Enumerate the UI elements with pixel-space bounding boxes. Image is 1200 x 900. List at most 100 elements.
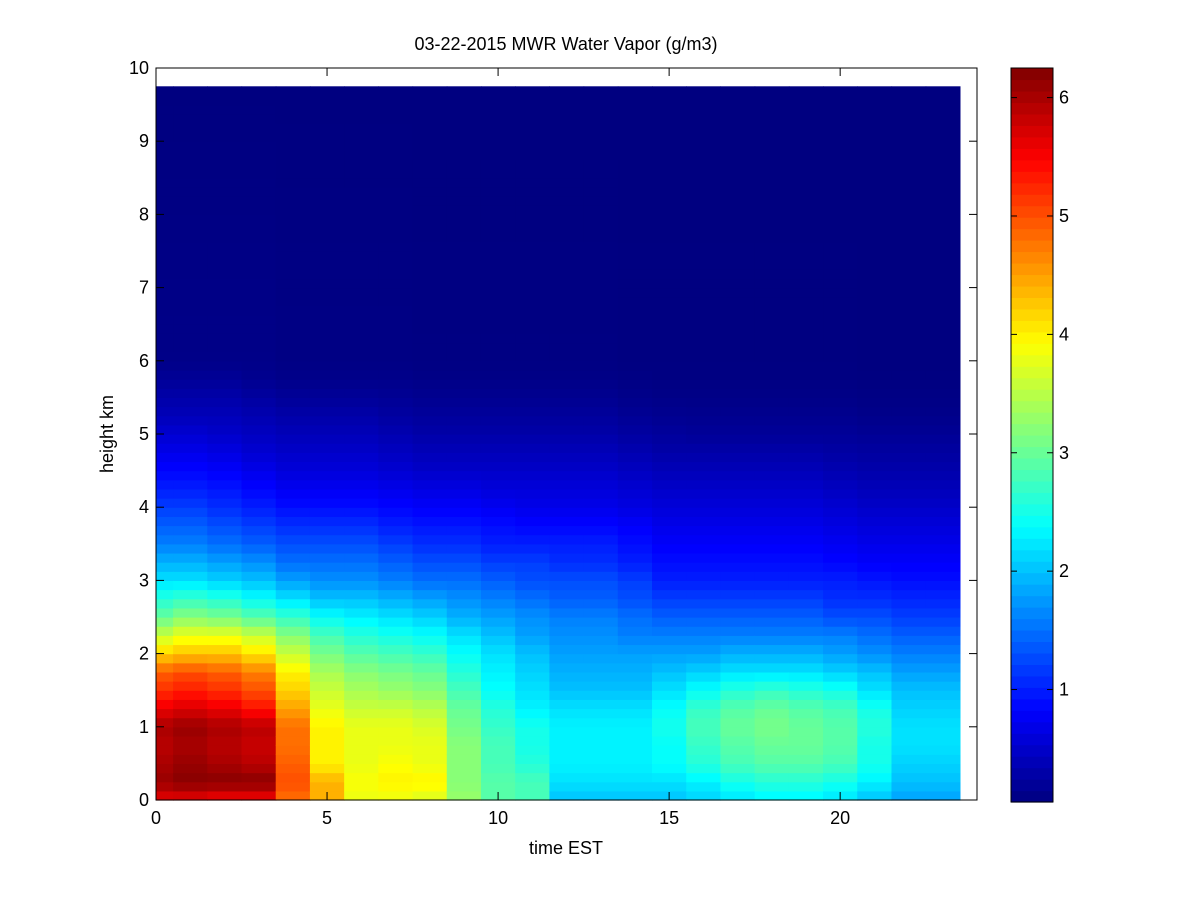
heatmap-cell xyxy=(207,168,243,179)
heatmap-cell xyxy=(617,781,653,792)
heatmap-cell xyxy=(857,260,893,270)
heatmap-cell xyxy=(686,708,722,719)
heatmap-cell xyxy=(891,763,927,774)
heatmap-cell xyxy=(652,488,687,499)
heatmap-cell xyxy=(720,488,756,499)
heatmap-cell xyxy=(720,754,756,764)
heatmap-cell xyxy=(156,617,174,627)
heatmap-cell xyxy=(617,470,653,481)
heatmap-cell xyxy=(549,552,585,563)
heatmap-cell xyxy=(156,104,174,115)
heatmap-cell xyxy=(412,132,448,142)
heatmap-cell xyxy=(686,507,722,517)
heatmap-cell xyxy=(686,452,722,463)
heatmap-cell xyxy=(344,452,379,463)
heatmap-cell xyxy=(788,552,824,563)
heatmap-cell xyxy=(754,415,790,426)
heatmap-cell xyxy=(549,726,585,737)
heatmap-cell xyxy=(480,379,516,389)
heatmap-cell xyxy=(652,86,687,97)
heatmap-cell xyxy=(515,461,550,472)
heatmap-cell xyxy=(480,232,516,243)
heatmap-cell xyxy=(857,241,893,252)
heatmap-cell xyxy=(823,132,858,142)
heatmap-cell xyxy=(241,699,277,710)
heatmap-cell xyxy=(275,205,311,215)
heatmap-cell xyxy=(515,543,550,554)
heatmap-cell xyxy=(583,507,619,517)
heatmap-cell xyxy=(412,662,448,673)
heatmap-cell xyxy=(515,626,550,636)
heatmap-cell xyxy=(549,763,585,774)
heatmap-cell xyxy=(891,260,927,270)
heatmap-cell xyxy=(241,543,277,554)
heatmap-cell xyxy=(754,461,790,472)
heatmap-cell xyxy=(823,580,858,591)
heatmap-cell xyxy=(652,260,687,270)
heatmap-cell xyxy=(241,488,277,499)
heatmap-cell xyxy=(480,205,516,215)
y-tick-label: 2 xyxy=(139,644,149,664)
heatmap-cell xyxy=(156,397,174,408)
heatmap-cell xyxy=(412,516,448,527)
heatmap-cell xyxy=(925,653,961,664)
heatmap-cell xyxy=(309,662,345,673)
heatmap-cell xyxy=(344,772,379,783)
heatmap-cell xyxy=(857,104,893,115)
heatmap-cell xyxy=(156,470,174,481)
heatmap-cell xyxy=(446,598,482,609)
heatmap-cell xyxy=(446,397,482,408)
heatmap-cell xyxy=(480,644,516,655)
heatmap-cell xyxy=(549,662,585,673)
heatmap-cell xyxy=(309,168,345,179)
heatmap-cell xyxy=(241,507,277,517)
heatmap-cell xyxy=(156,305,174,316)
heatmap-cell xyxy=(515,150,550,161)
heatmap-cell xyxy=(309,772,345,783)
heatmap-cell xyxy=(788,434,824,444)
heatmap-cell xyxy=(275,278,311,289)
heatmap-cell xyxy=(617,406,653,417)
heatmap-cell xyxy=(720,424,756,435)
heatmap-cell xyxy=(823,745,858,755)
heatmap-cell xyxy=(686,122,722,133)
heatmap-cell xyxy=(617,516,653,527)
heatmap-cell xyxy=(549,406,585,417)
heatmap-cell xyxy=(583,369,619,380)
colorbar-segment xyxy=(1011,457,1053,471)
heatmap-cell xyxy=(754,653,790,664)
heatmap-cell xyxy=(156,296,174,307)
heatmap-cell xyxy=(617,315,653,325)
heatmap-cell xyxy=(173,351,208,362)
heatmap-cell xyxy=(652,662,687,673)
heatmap-cell xyxy=(446,562,482,572)
heatmap-cell xyxy=(617,333,653,344)
heatmap-cell xyxy=(857,708,893,719)
heatmap-cell xyxy=(925,305,961,316)
heatmap-cell xyxy=(823,525,858,536)
heatmap-cell xyxy=(754,470,790,481)
heatmap-cell xyxy=(823,223,858,234)
heatmap-cell xyxy=(344,360,379,371)
heatmap-cell xyxy=(344,580,379,591)
heatmap-cell xyxy=(754,607,790,618)
heatmap-cell xyxy=(549,122,585,133)
heatmap-cell xyxy=(378,470,414,481)
heatmap-cell xyxy=(754,113,790,124)
heatmap-cell xyxy=(891,278,927,289)
heatmap-cell xyxy=(617,369,653,380)
heatmap-cell xyxy=(207,726,243,737)
heatmap-cell xyxy=(241,617,277,627)
heatmap-cell xyxy=(515,251,550,261)
heatmap-cell xyxy=(617,726,653,737)
heatmap-cell xyxy=(515,296,550,307)
heatmap-cell xyxy=(515,232,550,243)
heatmap-cell xyxy=(480,351,516,362)
heatmap-cell xyxy=(480,507,516,517)
heatmap-cell xyxy=(344,251,379,261)
heatmap-cell xyxy=(788,479,824,490)
heatmap-cell xyxy=(515,269,550,280)
heatmap-cell xyxy=(549,607,585,618)
heatmap-cell xyxy=(412,690,448,700)
heatmap-cell xyxy=(549,708,585,719)
